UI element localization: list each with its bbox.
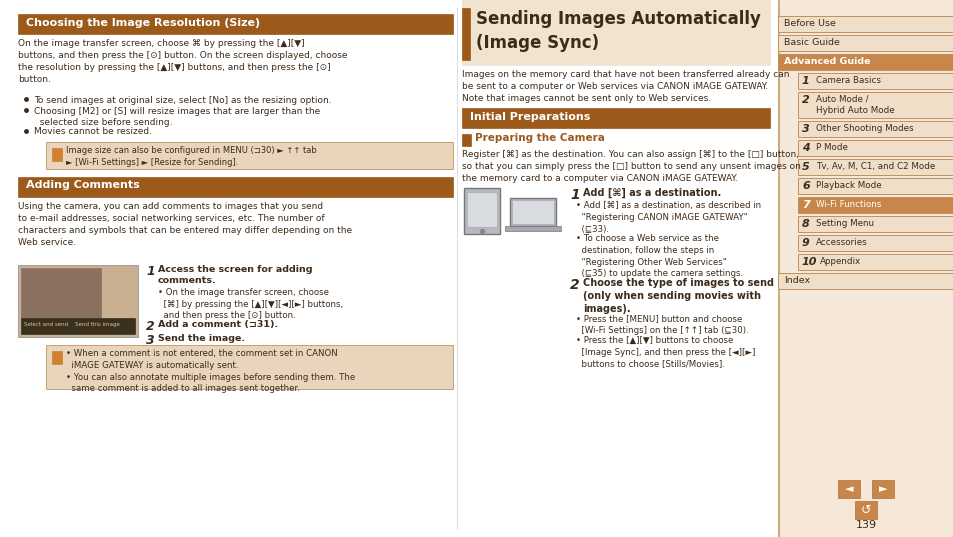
Text: Adding Comments: Adding Comments [26,180,139,191]
Text: Appendix: Appendix [820,257,861,266]
Text: Images on the memory card that have not been transferred already can
be sent to : Images on the memory card that have not … [461,70,789,103]
Bar [461,8,470,60]
Text: 1: 1 [801,76,809,86]
Text: On the image transfer screen, choose ⌘ by pressing the [▲][▼]
buttons, and then : On the image transfer screen, choose ⌘ b… [18,39,347,84]
Text: Camera Basics: Camera Basics [815,76,880,85]
Bar [871,480,893,498]
Bar [21,318,135,334]
Text: • To choose a Web service as the
  destination, follow the steps in
  "Registeri: • To choose a Web service as the destina… [576,234,742,278]
Text: • When a comment is not entered, the comment set in CANON
  iMAGE GATEWAY is aut: • When a comment is not entered, the com… [66,349,355,394]
Text: Basic Guide: Basic Guide [783,38,839,47]
Text: Choose the type of images to send
(only when sending movies with
images).: Choose the type of images to send (only … [582,278,773,314]
Text: 10: 10 [801,257,817,267]
Bar [778,0,779,537]
Text: • On the image transfer screen, choose
  [⌘] by pressing the [▲][▼][◄][►] button: • On the image transfer screen, choose [… [158,288,343,320]
Bar [778,54,953,70]
Text: Choosing the Image Resolution (Size): Choosing the Image Resolution (Size) [26,18,260,27]
Text: Register [⌘] as the destination. You can also assign [⌘] to the [□] button,
so t: Register [⌘] as the destination. You can… [461,150,800,183]
Bar [21,268,101,318]
Text: Add [⌘] as a destination.: Add [⌘] as a destination. [582,188,720,198]
Text: Image size can also be configured in MENU (⊐30) ► ↑↑ tab
► [Wi-Fi Settings] ► [R: Image size can also be configured in MEN… [66,146,316,167]
Text: Using the camera, you can add comments to images that you send
to e-mail address: Using the camera, you can add comments t… [18,202,352,248]
Bar [46,345,453,389]
Text: Playback Mode: Playback Mode [815,181,881,190]
Bar [797,73,953,89]
Bar [461,108,769,128]
Bar [778,35,953,51]
Bar [461,134,471,146]
Text: 9: 9 [801,238,809,248]
Bar [467,192,497,227]
Bar [854,501,876,519]
Text: ►: ► [878,484,886,494]
Text: ◄: ◄ [843,484,852,494]
Text: Tv, Av, M, C1, and C2 Mode: Tv, Av, M, C1, and C2 Mode [815,162,934,171]
Text: Advanced Guide: Advanced Guide [783,57,869,66]
Text: 2: 2 [146,320,154,333]
Bar [463,188,499,234]
Text: To send images at original size, select [No] as the resizing option.: To send images at original size, select … [34,96,332,105]
Text: 139: 139 [855,520,876,530]
Bar [797,92,953,118]
Bar [512,200,554,224]
Bar [510,198,556,226]
Text: Setting Menu: Setting Menu [815,219,873,228]
Bar [797,216,953,232]
Bar [504,226,560,231]
Text: 3: 3 [146,334,154,347]
Bar [797,235,953,251]
Bar [18,265,138,337]
Text: ↺: ↺ [860,504,870,517]
Text: • Press the [MENU] button and choose
  [Wi-Fi Settings] on the [↑↑] tab (⊑30).: • Press the [MENU] button and choose [Wi… [576,314,748,335]
Bar [797,254,953,270]
Bar [46,142,453,169]
Text: Index: Index [783,276,809,285]
Text: Send the image.: Send the image. [158,334,245,343]
Text: 8: 8 [801,219,809,229]
Bar [797,121,953,137]
Text: P Mode: P Mode [815,143,847,152]
Text: 1: 1 [146,265,154,278]
Text: 2: 2 [569,278,579,292]
Text: 2: 2 [801,95,809,105]
Text: Select and send    Send this image: Select and send Send this image [24,322,120,327]
Text: • Add [⌘] as a destination, as described in
  "Registering CANON iMAGE GATEWAY"
: • Add [⌘] as a destination, as described… [576,201,760,234]
Text: Add a comment (⊐31).: Add a comment (⊐31). [158,320,278,329]
Bar [778,16,953,32]
Text: 1: 1 [569,188,579,202]
Text: Movies cannot be resized.: Movies cannot be resized. [34,127,152,136]
Bar [52,148,62,161]
Bar [778,0,953,537]
Text: Auto Mode /
Hybrid Auto Mode: Auto Mode / Hybrid Auto Mode [815,95,894,115]
Bar [18,177,453,197]
Text: Preparing the Camera: Preparing the Camera [475,133,604,143]
Text: 3: 3 [801,124,809,134]
Text: Access the screen for adding
comments.: Access the screen for adding comments. [158,265,313,286]
Bar [52,351,62,364]
Text: Sending Images Automatically
(Image Sync): Sending Images Automatically (Image Sync… [476,10,760,52]
Bar [797,178,953,194]
Text: 6: 6 [801,181,809,191]
Text: Before Use: Before Use [783,19,835,28]
Bar [797,197,953,213]
Text: • Press the [▲][▼] buttons to choose
  [Image Sync], and then press the [◄][►]
 : • Press the [▲][▼] buttons to choose [Im… [576,336,755,368]
Text: Wi-Fi Functions: Wi-Fi Functions [815,200,881,209]
Bar [837,480,859,498]
Text: Accessories: Accessories [815,238,867,247]
Bar [797,159,953,175]
Text: Other Shooting Modes: Other Shooting Modes [815,124,913,133]
Text: 4: 4 [801,143,809,153]
Text: Choosing [M2] or [S] will resize images that are larger than the
  selected size: Choosing [M2] or [S] will resize images … [34,106,320,127]
Bar [18,14,453,34]
Bar [778,273,953,289]
Bar [461,0,769,65]
Bar [797,140,953,156]
Text: 7: 7 [801,200,809,210]
Text: 5: 5 [801,162,809,172]
Text: Initial Preparations: Initial Preparations [470,112,590,121]
